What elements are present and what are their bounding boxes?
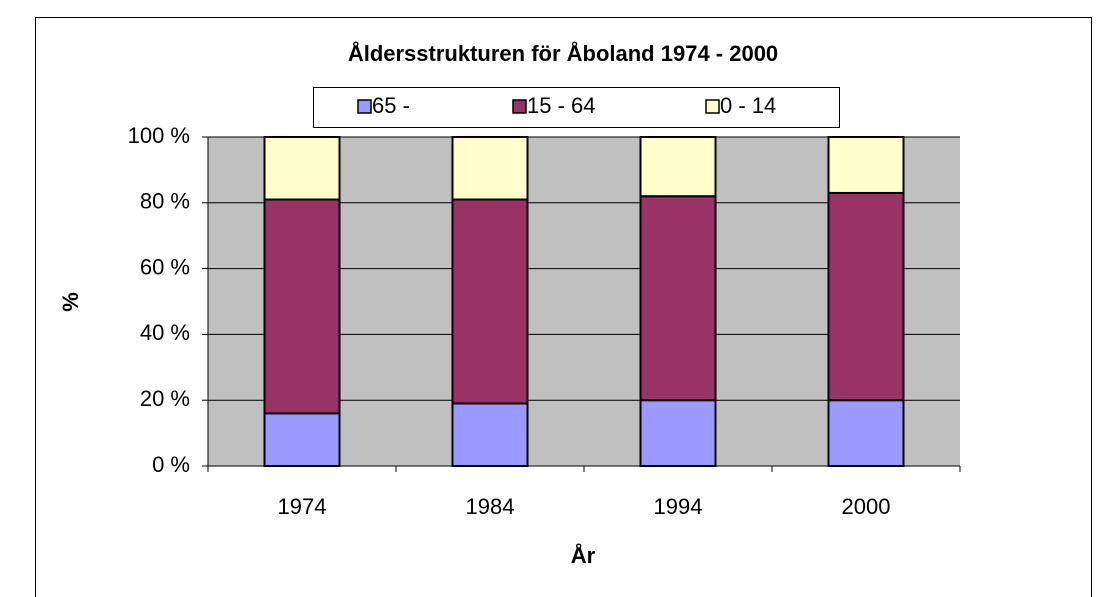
y-tick-label: 80 % — [140, 189, 190, 214]
bar-segment — [827, 191, 905, 402]
x-axis-label: År — [571, 542, 596, 568]
y-tick-label: 100 % — [128, 123, 190, 148]
x-tick-label: 2000 — [842, 494, 891, 519]
legend-label: 65 - — [372, 93, 410, 118]
bar-segment — [263, 412, 341, 467]
bar-segment — [827, 136, 905, 194]
y-tick-label: 40 % — [140, 320, 190, 345]
bar-segment — [639, 399, 717, 468]
y-tick-label: 20 % — [140, 386, 190, 411]
bar-segment — [263, 198, 341, 415]
legend-label: 0 - 14 — [720, 93, 776, 118]
y-axis-label: % — [58, 292, 83, 312]
bar-segment — [451, 402, 529, 467]
chart-title: Åldersstrukturen för Åboland 1974 - 2000 — [348, 40, 778, 66]
legend-swatch — [512, 99, 527, 114]
legend-box — [313, 87, 840, 128]
y-tick-label: 0 % — [152, 452, 190, 477]
bar-segment — [451, 136, 529, 201]
legend-swatch — [357, 99, 372, 114]
bar-segment — [451, 198, 529, 405]
bar-segment — [827, 399, 905, 468]
x-tick-label: 1984 — [466, 494, 515, 519]
x-tick-label: 1994 — [654, 494, 703, 519]
bar-segment — [263, 136, 341, 201]
bar-segment — [639, 195, 717, 402]
legend-swatch — [705, 99, 720, 114]
y-tick-label: 60 % — [140, 254, 190, 279]
bar-segment — [639, 136, 717, 198]
legend-label: 15 - 64 — [527, 93, 596, 118]
x-tick-label: 1974 — [278, 494, 327, 519]
